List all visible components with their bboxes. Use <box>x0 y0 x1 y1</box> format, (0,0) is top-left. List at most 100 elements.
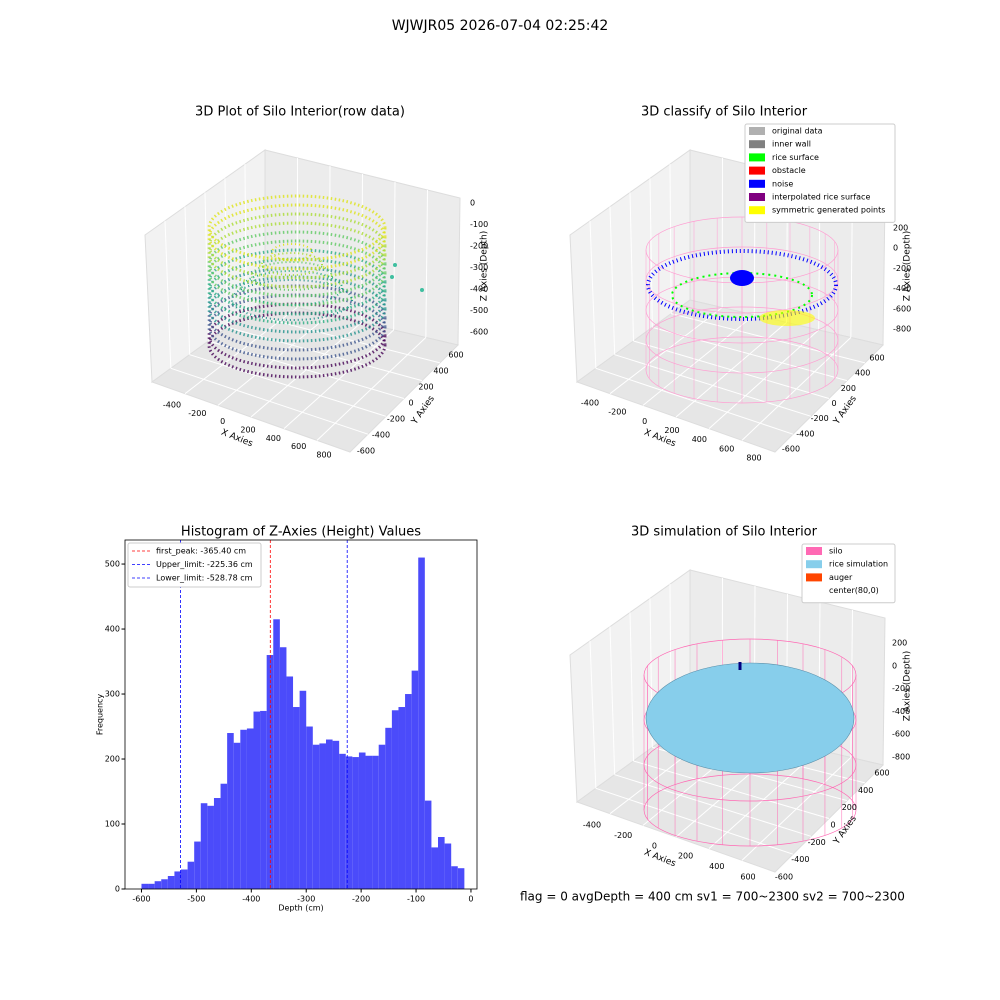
point-ring <box>207 203 387 271</box>
x-tick-label: 600 <box>719 444 734 453</box>
hist-bar <box>418 557 425 889</box>
y-tick-label: 400 <box>855 369 870 378</box>
z-tick-label: -400 <box>892 707 910 716</box>
x-tick-label: -500 <box>187 895 205 904</box>
point-ring <box>207 221 387 289</box>
legend-label: obstacle <box>772 166 806 175</box>
point-ring <box>271 243 313 261</box>
pane-grid <box>246 313 441 364</box>
legend-box <box>744 123 896 223</box>
z-tick-label: -300 <box>470 263 488 272</box>
hist-bar <box>358 752 366 889</box>
hist-bar <box>398 707 406 889</box>
pane-grid <box>393 181 396 331</box>
status-footer: flag = 0 avgDepth = 400 cm sv1 = 700~230… <box>520 890 905 904</box>
point-ring <box>207 311 387 379</box>
hist-bar <box>365 755 373 889</box>
legend-swatch <box>749 206 765 215</box>
legend-swatch <box>749 166 765 175</box>
x-tick-label: 200 <box>678 852 693 861</box>
hist-bar <box>154 881 162 889</box>
zlabel-label: Z Axies (Depth) <box>480 231 490 302</box>
z-tick-label: -800 <box>892 753 910 762</box>
x-axis-label: Depth (cm) <box>278 904 323 913</box>
x-tick-label: -400 <box>242 895 260 904</box>
y-tick-label: -200 <box>808 838 826 847</box>
y-tick-label: -400 <box>796 429 814 438</box>
pane-grid <box>629 612 634 762</box>
pane-grid <box>649 178 653 328</box>
x-tick-label: 0 <box>642 417 647 426</box>
y-tick-label: -600 <box>775 873 793 882</box>
hist-bar <box>411 670 419 889</box>
hist-bar <box>167 876 175 889</box>
hist-bar <box>181 869 188 889</box>
x-tick-label: 600 <box>291 442 306 451</box>
x-tick-label: 0 <box>220 417 225 426</box>
hist-bar <box>148 883 155 889</box>
x-tick-label: -100 <box>407 895 425 904</box>
chart-title: 3D classify of Silo Interior <box>641 105 808 120</box>
pane-grid <box>589 640 597 789</box>
chart-title: 3D simulation of Silo Interior <box>631 525 818 540</box>
pane-grid <box>609 206 616 355</box>
legend-label: silo <box>829 547 843 556</box>
z-tick-label: -600 <box>892 730 910 739</box>
y-tick-label: -200 <box>387 415 405 424</box>
hist-bar <box>332 740 340 889</box>
hist-bar <box>260 710 267 889</box>
y-tick-label: -200 <box>811 414 829 423</box>
rice-surface <box>645 662 855 774</box>
x-tick-label: 400 <box>692 435 707 444</box>
z-tick-label: -500 <box>470 306 488 315</box>
x-tick-label: -200 <box>188 409 206 418</box>
z-tick-label: 0 <box>892 661 897 670</box>
legend-swatch <box>806 560 822 569</box>
x-tick-label: 200 <box>664 426 679 435</box>
x-tick-label: 600 <box>740 873 755 882</box>
y-tick-label: 500 <box>105 560 120 569</box>
point-ring <box>207 248 387 316</box>
outlier-point <box>393 263 397 267</box>
pane-grid <box>244 164 247 314</box>
point-ring <box>207 257 387 325</box>
y-tick-label: 200 <box>418 383 433 392</box>
x-tick-label: -200 <box>352 895 370 904</box>
x-tick-label: 800 <box>746 454 761 463</box>
y-tick-label: 0 <box>408 399 413 408</box>
hist-bar <box>207 805 214 889</box>
legend-swatch <box>806 547 822 555</box>
hist-bar <box>431 847 439 889</box>
z-tick-label: -100 <box>470 220 488 229</box>
y-axis-label: Frequency <box>96 694 105 736</box>
y-tick-label: 400 <box>858 786 873 795</box>
hist-bar <box>286 676 294 889</box>
x-tick-label: -400 <box>163 401 181 410</box>
y-tick-label: 0 <box>830 821 835 830</box>
x-tick-label: -200 <box>608 408 626 417</box>
legend-label: rice simulation <box>829 560 888 569</box>
point-ring <box>261 252 323 276</box>
point-ring <box>207 212 387 280</box>
hist-bar <box>194 841 201 889</box>
y-tick-label: -400 <box>791 855 809 864</box>
x-tick-label: -400 <box>583 821 601 830</box>
z-tick-label: 0 <box>893 244 898 253</box>
chart-title: Histogram of Z-Axies (Height) Values <box>181 525 421 540</box>
y-tick-label: 200 <box>842 803 857 812</box>
legend-label: noise <box>772 179 793 188</box>
legend-label: original data <box>772 127 823 136</box>
point-ring <box>241 270 343 306</box>
hist-bar <box>246 728 254 889</box>
legend-label: inner wall <box>772 140 811 149</box>
point-ring <box>207 239 387 307</box>
z-tick-label: -600 <box>470 328 488 337</box>
hist-bar <box>325 739 333 889</box>
point-ring <box>207 266 387 334</box>
legend-label: auger <box>829 573 853 582</box>
hist-bar <box>240 729 247 889</box>
pane-grid <box>589 220 597 369</box>
point-ring <box>231 279 353 321</box>
legend-swatch <box>806 586 822 595</box>
